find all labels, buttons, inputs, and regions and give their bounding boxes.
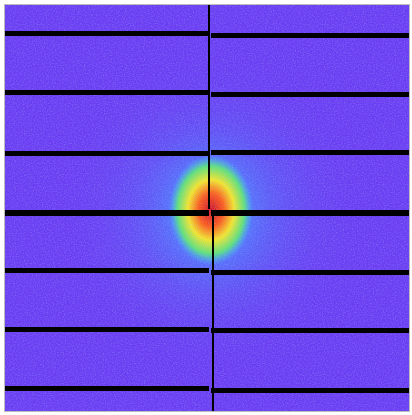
gap <box>211 92 410 97</box>
gap <box>4 31 209 36</box>
gap <box>211 328 410 333</box>
speckle-noise <box>4 4 410 412</box>
gap <box>4 327 209 332</box>
gap <box>211 210 410 216</box>
gap <box>211 388 410 393</box>
gap <box>4 90 209 95</box>
diffraction-image <box>0 0 412 415</box>
gap <box>211 270 410 275</box>
gap <box>211 150 410 155</box>
gap <box>4 151 209 156</box>
page <box>0 0 412 415</box>
gap <box>4 386 209 391</box>
vertical-gap <box>212 212 214 412</box>
vertical-gap <box>208 4 210 209</box>
gap <box>211 33 410 38</box>
gap <box>4 268 209 273</box>
gap <box>4 210 209 216</box>
